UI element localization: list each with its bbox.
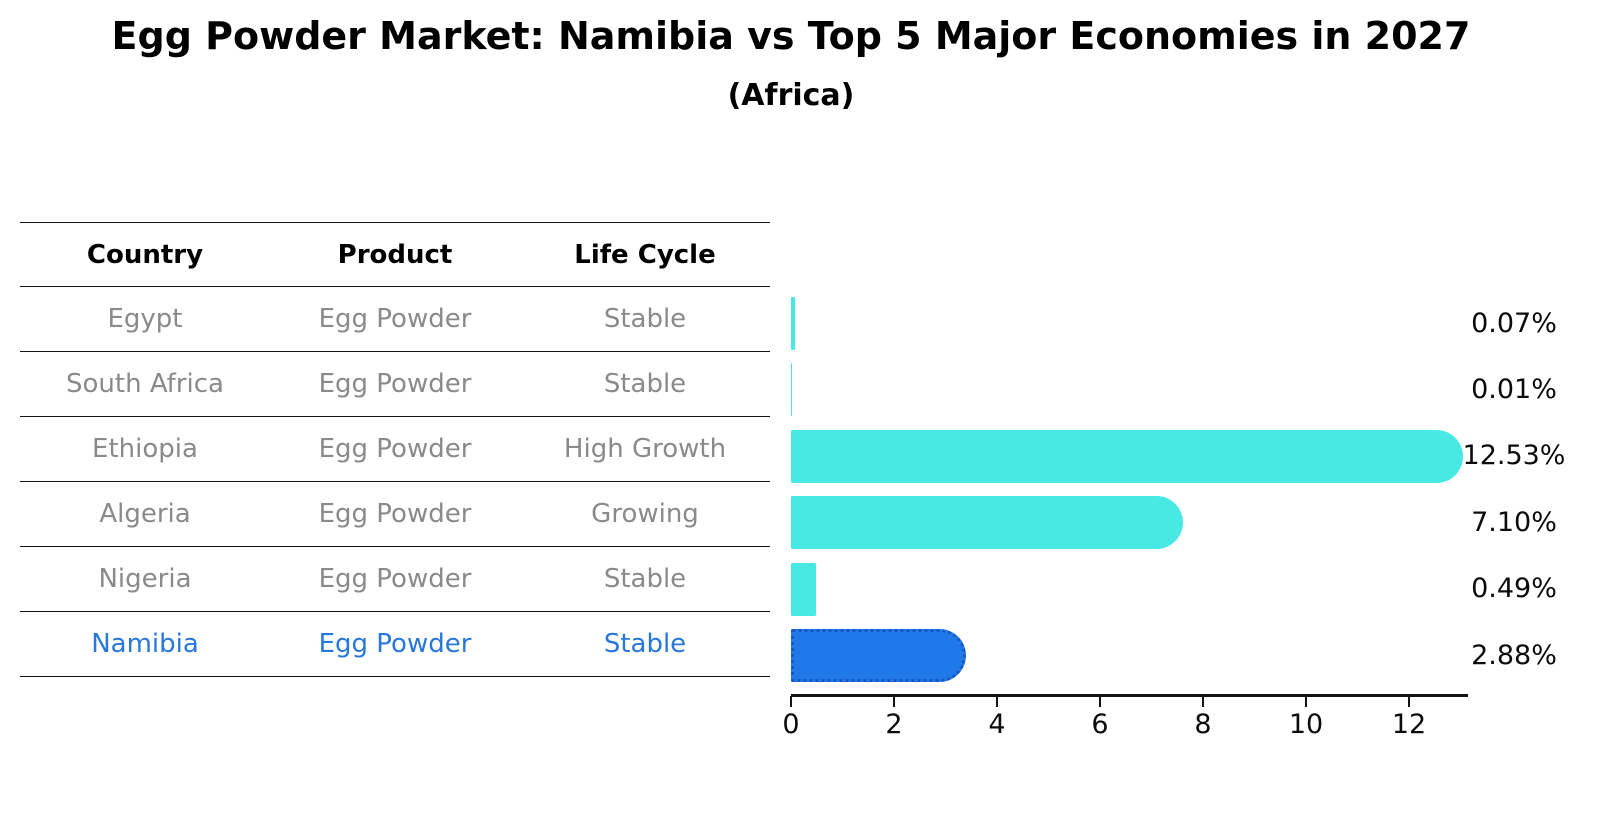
product-cell: Egg Powder <box>318 369 472 399</box>
product-cell: Egg Powder <box>318 499 472 529</box>
bar-namibia <box>791 629 966 682</box>
table-header-row: Country Product Life Cycle <box>20 222 770 287</box>
value-label-egypt: 0.07% <box>1471 307 1557 339</box>
table-row-nigeria: Nigeria Egg Powder Stable <box>20 547 770 612</box>
bar-south-africa <box>791 363 792 417</box>
x-tick-label: 8 <box>1194 709 1212 740</box>
value-label-ethiopia: 12.53% <box>1462 440 1566 472</box>
x-tick-mark <box>1098 696 1102 707</box>
x-tick-label: 12 <box>1391 709 1427 740</box>
country-cell: Nigeria <box>98 564 192 594</box>
x-tick-mark <box>995 696 999 707</box>
bar-nigeria <box>791 562 817 616</box>
table-row-egypt: Egypt Egg Powder Stable <box>20 287 770 352</box>
chart-title: Egg Powder Market: Namibia vs Top 5 Majo… <box>111 14 1471 58</box>
lifecycle-cell: Stable <box>603 564 687 594</box>
x-tick-mark <box>789 696 793 707</box>
product-cell: Egg Powder <box>318 629 472 659</box>
column-header-country: Country <box>86 239 204 270</box>
product-cell: Egg Powder <box>318 434 472 464</box>
x-tick-mark <box>1407 696 1411 707</box>
table-row-algeria: Algeria Egg Powder Growing <box>20 482 770 547</box>
lifecycle-cell: Stable <box>603 304 687 334</box>
value-label-nigeria: 0.49% <box>1471 573 1557 605</box>
x-tick-label: 6 <box>1091 709 1109 740</box>
column-header-product: Product <box>337 239 453 270</box>
x-tick-mark <box>892 696 896 707</box>
bar-algeria <box>791 496 1184 550</box>
value-label-namibia: 2.88% <box>1471 639 1557 671</box>
lifecycle-cell: Growing <box>591 499 699 529</box>
value-label-south-africa: 0.01% <box>1471 373 1557 405</box>
country-cell: Namibia <box>91 629 199 659</box>
x-tick-mark <box>1201 696 1205 707</box>
chart-subtitle: (Africa) <box>727 78 855 113</box>
x-tick-label: 4 <box>988 709 1006 740</box>
country-cell: South Africa <box>66 369 224 399</box>
x-tick-mark <box>1304 696 1308 707</box>
bar-ethiopia <box>791 429 1463 483</box>
x-tick-label: 2 <box>885 709 903 740</box>
table-row-south-africa: South Africa Egg Powder Stable <box>20 352 770 417</box>
table-body: Egypt Egg Powder Stable South Africa Egg Pow… <box>20 287 770 677</box>
country-cell: Egypt <box>107 304 183 334</box>
lifecycle-cell: Stable <box>603 369 687 399</box>
bar-egypt <box>791 297 795 350</box>
product-cell: Egg Powder <box>318 304 472 334</box>
column-header-lifecycle: Life Cycle <box>574 239 716 270</box>
product-cell: Egg Powder <box>318 564 472 594</box>
country-cell: Algeria <box>99 499 191 529</box>
country-cell: Ethiopia <box>92 434 198 464</box>
lifecycle-cell: High Growth <box>563 434 727 464</box>
value-label-algeria: 7.10% <box>1471 506 1557 538</box>
x-axis-line <box>791 694 1468 697</box>
x-tick-label: 10 <box>1288 709 1324 740</box>
table-row-namibia: Namibia Egg Powder Stable <box>20 612 770 677</box>
lifecycle-cell: Stable <box>603 629 687 659</box>
x-tick-label: 0 <box>782 709 800 740</box>
country-table: Country Product Life Cycle Egypt Egg Powd… <box>20 222 770 677</box>
table-row-ethiopia: Ethiopia Egg Powder High Growth <box>20 417 770 482</box>
